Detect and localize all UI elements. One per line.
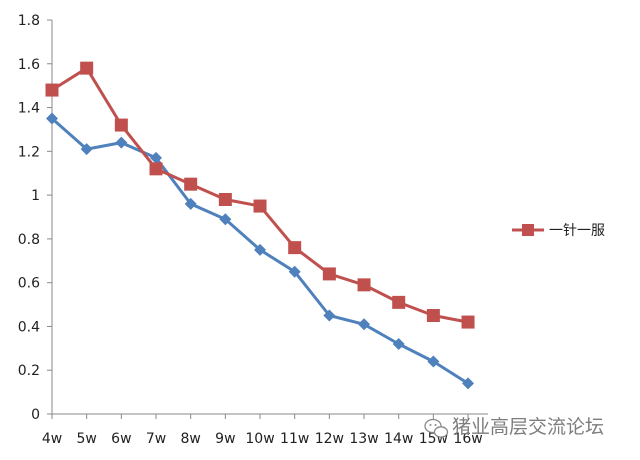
data-point bbox=[426, 309, 440, 322]
series-2-line bbox=[51, 66, 469, 324]
data-point bbox=[80, 143, 93, 156]
watermark-text: 猪业高层交流论坛 bbox=[452, 416, 604, 438]
data-point bbox=[184, 197, 197, 210]
data-point bbox=[45, 83, 59, 97]
y-tick-label: 0 bbox=[31, 407, 40, 423]
data-point bbox=[357, 278, 371, 292]
data-point bbox=[218, 192, 232, 206]
data-point bbox=[253, 199, 267, 213]
y-tick-label: 0.6 bbox=[18, 276, 40, 292]
x-tick-label: 9w bbox=[215, 431, 235, 447]
y-tick-label: 0.2 bbox=[18, 363, 40, 379]
data-point bbox=[323, 309, 336, 322]
x-tick-label: 14w bbox=[384, 431, 413, 447]
data-point bbox=[288, 241, 302, 255]
x-tick-label: 7w bbox=[146, 431, 166, 447]
data-point bbox=[462, 377, 475, 390]
wechat-icon bbox=[424, 418, 449, 438]
x-tick-label: 11w bbox=[280, 431, 309, 447]
y-tick-label: 1.4 bbox=[18, 101, 40, 117]
series-layer bbox=[45, 61, 475, 390]
series-1 bbox=[46, 112, 475, 390]
data-point bbox=[149, 162, 163, 176]
y-tick-label: 1 bbox=[31, 188, 40, 204]
data-point bbox=[46, 112, 58, 125]
y-tick-label: 0.4 bbox=[18, 319, 40, 335]
data-point bbox=[288, 265, 301, 278]
y-tick-label: 1.6 bbox=[18, 57, 40, 73]
data-point bbox=[254, 243, 267, 256]
data-point bbox=[114, 118, 128, 132]
data-point bbox=[184, 177, 198, 191]
x-tick-label: 5w bbox=[76, 431, 96, 447]
x-tick-label: 13w bbox=[349, 431, 378, 447]
watermark: 猪业高层交流论坛 bbox=[424, 416, 604, 438]
x-tick-group: 4w 5w 6w 7w 8w 9w 10w 11w 12w 13w 14w 15w 16w bbox=[42, 414, 483, 447]
data-point bbox=[219, 213, 232, 226]
legend: 一针一服 bbox=[512, 223, 605, 239]
x-tick-label: 10w bbox=[245, 431, 274, 447]
x-tick-label: 6w bbox=[111, 431, 131, 447]
y-tick-label: 1.2 bbox=[18, 144, 40, 160]
legend-marker bbox=[522, 224, 534, 236]
data-point bbox=[392, 337, 405, 350]
y-tick-label: 1.8 bbox=[18, 13, 40, 29]
data-point bbox=[150, 151, 163, 164]
legend-label: 一针一服 bbox=[549, 223, 605, 239]
series-2 bbox=[45, 61, 475, 329]
data-point bbox=[392, 295, 406, 309]
x-tick-label: 8w bbox=[181, 431, 201, 447]
data-point bbox=[461, 315, 475, 329]
x-tick-label: 16w bbox=[453, 431, 482, 447]
y-tick-group: 0 0.2 0.4 0.6 0.8 1 1.2 1.4 1.6 1.8 bbox=[18, 13, 52, 423]
data-point bbox=[115, 136, 128, 149]
data-point bbox=[80, 61, 94, 75]
x-tick-label: 12w bbox=[315, 431, 344, 447]
x-tick-label: 4w bbox=[42, 431, 62, 447]
data-point bbox=[322, 267, 336, 281]
y-tick-label: 0.8 bbox=[18, 232, 40, 248]
data-point bbox=[358, 318, 371, 331]
data-point bbox=[427, 355, 440, 368]
